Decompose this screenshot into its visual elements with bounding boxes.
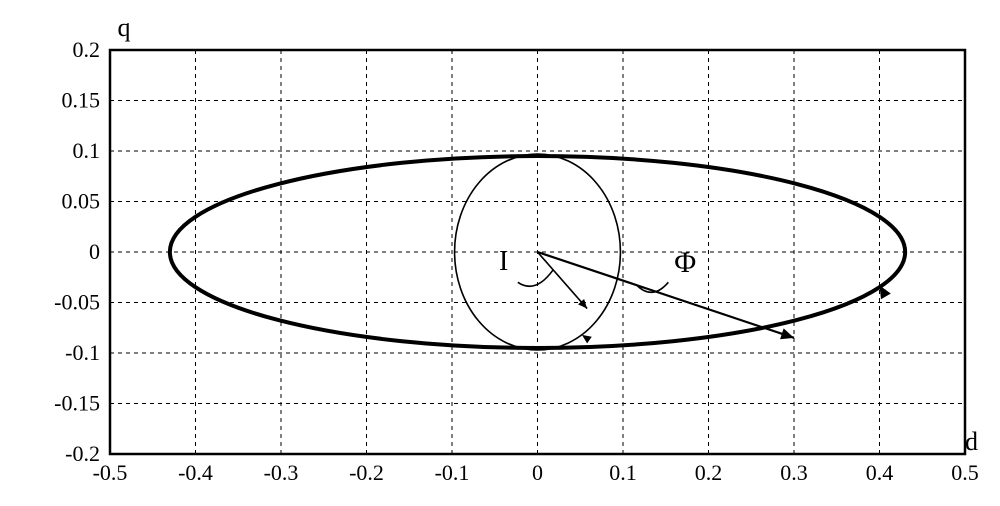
y-tick-label: 0.05	[62, 189, 101, 214]
chart-dq-plane: -0.5-0.4-0.3-0.2-0.100.10.20.30.40.5-0.2…	[0, 0, 1000, 506]
y-tick-label: -0.05	[54, 290, 100, 315]
x-tick-label: 0.5	[951, 460, 979, 485]
x-tick-label: 0.2	[695, 460, 723, 485]
x-tick-label: -0.4	[178, 460, 213, 485]
x-tick-label: -0.2	[349, 460, 384, 485]
y-tick-label: 0.2	[73, 37, 101, 62]
y-axis-label: q	[118, 13, 131, 42]
x-tick-label: 0.1	[609, 460, 637, 485]
y-tick-label: -0.2	[65, 441, 100, 466]
x-tick-label: 0.4	[866, 460, 894, 485]
chart-svg: -0.5-0.4-0.3-0.2-0.100.10.20.30.40.5-0.2…	[0, 0, 1000, 506]
y-tick-label: 0.1	[73, 138, 101, 163]
x-tick-label: 0.3	[780, 460, 808, 485]
x-tick-label: -0.3	[264, 460, 299, 485]
x-tick-label: 0	[532, 460, 543, 485]
phi-label: Φ	[674, 246, 696, 279]
y-tick-label: -0.15	[54, 391, 100, 416]
x-axis-label: d	[965, 427, 978, 456]
y-tick-label: 0	[89, 239, 100, 264]
x-tick-label: -0.1	[435, 460, 470, 485]
y-tick-label: 0.15	[62, 88, 101, 113]
y-tick-label: -0.1	[65, 340, 100, 365]
i-label: I	[499, 246, 508, 277]
